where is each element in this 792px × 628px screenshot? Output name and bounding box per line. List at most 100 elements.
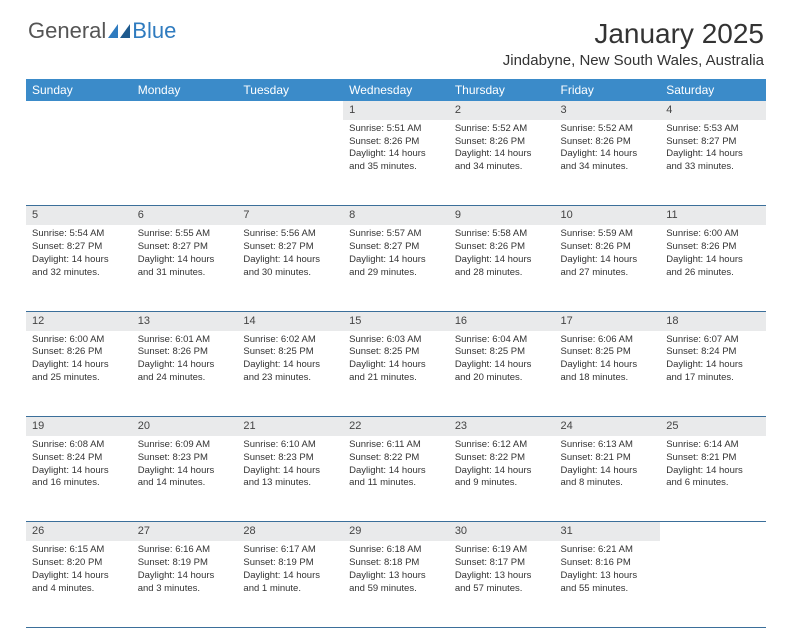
day-cell: Sunrise: 6:16 AMSunset: 8:19 PMDaylight:… xyxy=(132,541,238,627)
logo-text-general: General xyxy=(28,18,106,44)
sunrise-line: Sunrise: 6:10 AM xyxy=(243,439,337,452)
daylight-line: Daylight: 14 hours and 32 minutes. xyxy=(32,254,126,280)
sunrise-line: Sunrise: 5:55 AM xyxy=(138,228,232,241)
day-cell: Sunrise: 6:00 AMSunset: 8:26 PMDaylight:… xyxy=(26,331,132,417)
day-number xyxy=(237,101,343,120)
header: General Blue January 2025 Jindabyne, New… xyxy=(0,0,792,73)
sunset-line: Sunset: 8:24 PM xyxy=(666,346,760,359)
sunrise-line: Sunrise: 5:53 AM xyxy=(666,123,760,136)
sunset-line: Sunset: 8:17 PM xyxy=(455,557,549,570)
weekday-header-row: Sunday Monday Tuesday Wednesday Thursday… xyxy=(26,79,766,101)
weekday-header: Monday xyxy=(132,79,238,101)
day-cell xyxy=(132,120,238,206)
day-cell xyxy=(26,120,132,206)
day-number: 18 xyxy=(660,311,766,330)
day-cell: Sunrise: 6:15 AMSunset: 8:20 PMDaylight:… xyxy=(26,541,132,627)
sunrise-line: Sunrise: 6:15 AM xyxy=(32,544,126,557)
sunrise-line: Sunrise: 6:07 AM xyxy=(666,334,760,347)
daylight-line: Daylight: 14 hours and 26 minutes. xyxy=(666,254,760,280)
day-cell xyxy=(660,541,766,627)
sunset-line: Sunset: 8:18 PM xyxy=(349,557,443,570)
sunrise-line: Sunrise: 5:51 AM xyxy=(349,123,443,136)
sunrise-line: Sunrise: 5:56 AM xyxy=(243,228,337,241)
daylight-line: Daylight: 14 hours and 30 minutes. xyxy=(243,254,337,280)
daylight-line: Daylight: 14 hours and 23 minutes. xyxy=(243,359,337,385)
sunrise-line: Sunrise: 5:58 AM xyxy=(455,228,549,241)
day-cell: Sunrise: 6:03 AMSunset: 8:25 PMDaylight:… xyxy=(343,331,449,417)
sunrise-line: Sunrise: 6:01 AM xyxy=(138,334,232,347)
day-cell: Sunrise: 6:12 AMSunset: 8:22 PMDaylight:… xyxy=(449,436,555,522)
sunset-line: Sunset: 8:26 PM xyxy=(561,241,655,254)
daylight-line: Daylight: 14 hours and 27 minutes. xyxy=(561,254,655,280)
sunset-line: Sunset: 8:27 PM xyxy=(32,241,126,254)
daylight-line: Daylight: 13 hours and 59 minutes. xyxy=(349,570,443,596)
daylight-line: Daylight: 14 hours and 8 minutes. xyxy=(561,465,655,491)
day-cell: Sunrise: 5:53 AMSunset: 8:27 PMDaylight:… xyxy=(660,120,766,206)
day-cell: Sunrise: 6:00 AMSunset: 8:26 PMDaylight:… xyxy=(660,225,766,311)
day-number: 21 xyxy=(237,417,343,436)
day-number: 4 xyxy=(660,101,766,120)
sunset-line: Sunset: 8:27 PM xyxy=(243,241,337,254)
sunset-line: Sunset: 8:21 PM xyxy=(666,452,760,465)
sunset-line: Sunset: 8:26 PM xyxy=(455,136,549,149)
day-number: 30 xyxy=(449,522,555,541)
day-number xyxy=(660,522,766,541)
day-number: 1 xyxy=(343,101,449,120)
daylight-line: Daylight: 14 hours and 28 minutes. xyxy=(455,254,549,280)
sunset-line: Sunset: 8:27 PM xyxy=(666,136,760,149)
sunrise-line: Sunrise: 6:18 AM xyxy=(349,544,443,557)
day-number: 27 xyxy=(132,522,238,541)
day-cell: Sunrise: 6:04 AMSunset: 8:25 PMDaylight:… xyxy=(449,331,555,417)
logo: General Blue xyxy=(28,18,176,44)
day-number: 23 xyxy=(449,417,555,436)
daylight-line: Daylight: 14 hours and 1 minute. xyxy=(243,570,337,596)
sunset-line: Sunset: 8:26 PM xyxy=(138,346,232,359)
daylight-line: Daylight: 14 hours and 13 minutes. xyxy=(243,465,337,491)
day-number xyxy=(26,101,132,120)
sunset-line: Sunset: 8:27 PM xyxy=(349,241,443,254)
sunset-line: Sunset: 8:16 PM xyxy=(561,557,655,570)
weekday-header: Friday xyxy=(555,79,661,101)
sunrise-line: Sunrise: 5:52 AM xyxy=(561,123,655,136)
day-cell: Sunrise: 5:55 AMSunset: 8:27 PMDaylight:… xyxy=(132,225,238,311)
day-cell: Sunrise: 6:09 AMSunset: 8:23 PMDaylight:… xyxy=(132,436,238,522)
day-cell: Sunrise: 6:17 AMSunset: 8:19 PMDaylight:… xyxy=(237,541,343,627)
day-number: 24 xyxy=(555,417,661,436)
day-number: 5 xyxy=(26,206,132,225)
day-number xyxy=(132,101,238,120)
day-cell: Sunrise: 5:54 AMSunset: 8:27 PMDaylight:… xyxy=(26,225,132,311)
day-number: 13 xyxy=(132,311,238,330)
day-number: 22 xyxy=(343,417,449,436)
sunset-line: Sunset: 8:19 PM xyxy=(243,557,337,570)
sunrise-line: Sunrise: 6:11 AM xyxy=(349,439,443,452)
logo-sail-icon xyxy=(108,24,130,38)
sunrise-line: Sunrise: 6:00 AM xyxy=(666,228,760,241)
sunset-line: Sunset: 8:26 PM xyxy=(455,241,549,254)
location: Jindabyne, New South Wales, Australia xyxy=(503,52,764,69)
day-number-row: 262728293031 xyxy=(26,522,766,541)
logo-text-blue: Blue xyxy=(132,18,176,44)
day-cell: Sunrise: 5:52 AMSunset: 8:26 PMDaylight:… xyxy=(555,120,661,206)
day-number: 8 xyxy=(343,206,449,225)
sunset-line: Sunset: 8:26 PM xyxy=(349,136,443,149)
day-cell: Sunrise: 6:10 AMSunset: 8:23 PMDaylight:… xyxy=(237,436,343,522)
sunrise-line: Sunrise: 6:03 AM xyxy=(349,334,443,347)
sunset-line: Sunset: 8:19 PM xyxy=(138,557,232,570)
calendar-table: Sunday Monday Tuesday Wednesday Thursday… xyxy=(26,79,766,628)
day-cell: Sunrise: 5:58 AMSunset: 8:26 PMDaylight:… xyxy=(449,225,555,311)
day-number: 10 xyxy=(555,206,661,225)
weekday-header: Saturday xyxy=(660,79,766,101)
sunrise-line: Sunrise: 6:04 AM xyxy=(455,334,549,347)
sunrise-line: Sunrise: 6:13 AM xyxy=(561,439,655,452)
sunset-line: Sunset: 8:24 PM xyxy=(32,452,126,465)
sunset-line: Sunset: 8:21 PM xyxy=(561,452,655,465)
sunset-line: Sunset: 8:23 PM xyxy=(243,452,337,465)
day-cell: Sunrise: 6:14 AMSunset: 8:21 PMDaylight:… xyxy=(660,436,766,522)
sunset-line: Sunset: 8:22 PM xyxy=(455,452,549,465)
day-cell: Sunrise: 6:21 AMSunset: 8:16 PMDaylight:… xyxy=(555,541,661,627)
day-cell: Sunrise: 6:11 AMSunset: 8:22 PMDaylight:… xyxy=(343,436,449,522)
day-cell: Sunrise: 5:56 AMSunset: 8:27 PMDaylight:… xyxy=(237,225,343,311)
day-number-row: 567891011 xyxy=(26,206,766,225)
day-number: 25 xyxy=(660,417,766,436)
daylight-line: Daylight: 14 hours and 17 minutes. xyxy=(666,359,760,385)
